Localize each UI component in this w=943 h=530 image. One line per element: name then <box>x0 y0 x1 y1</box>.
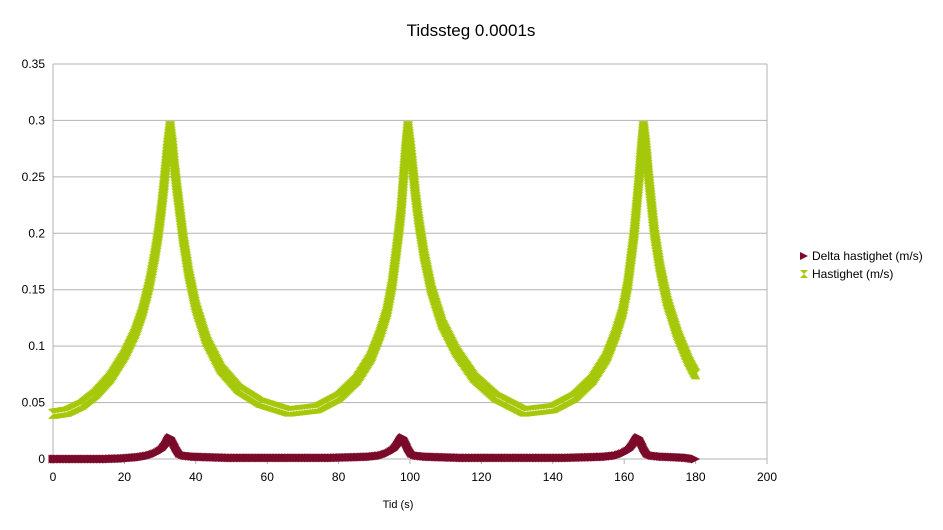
legend-label: Delta hastighet (m/s) <box>812 249 923 263</box>
x-tick-label: 0 <box>50 470 57 484</box>
series-hastighet <box>48 121 701 419</box>
x-tick-label: 140 <box>543 470 563 484</box>
x-tick-label: 80 <box>332 470 346 484</box>
y-tick-label: 0 <box>38 452 45 466</box>
data-point <box>691 454 701 464</box>
legend-marker <box>800 270 808 278</box>
x-axis-label: Tid (s) <box>383 499 414 511</box>
y-tick-label: 0.3 <box>28 113 45 127</box>
legend-label: Hastighet (m/s) <box>812 267 893 281</box>
x-tick-label: 200 <box>757 470 777 484</box>
y-tick-label: 0.35 <box>22 57 46 71</box>
data-point <box>690 369 701 380</box>
x-tick-label: 180 <box>686 470 706 484</box>
legend: Delta hastighet (m/s) Hastighet (m/s) <box>800 249 923 281</box>
chart-title: Tidssteg 0.0001s <box>407 21 536 40</box>
x-tick-label: 160 <box>614 470 634 484</box>
y-tick-label: 0.2 <box>28 226 45 240</box>
x-tick-label: 60 <box>261 470 275 484</box>
y-tick-label: 0.25 <box>22 170 46 184</box>
y-tick-label: 0.1 <box>28 339 45 353</box>
x-tick-label: 120 <box>471 470 491 484</box>
legend-marker <box>800 252 808 260</box>
x-tick-label: 40 <box>189 470 203 484</box>
y-tick-labels: 0 0.05 0.1 0.15 0.2 0.25 0.3 0.35 <box>22 57 46 466</box>
series-delta-hastighet <box>48 433 701 464</box>
x-tick-label: 100 <box>400 470 420 484</box>
data-point <box>511 402 522 413</box>
x-tick-label: 20 <box>118 470 132 484</box>
x-tick-labels: 0 20 40 60 80 100 120 140 160 180 200 <box>50 470 778 484</box>
y-tick-label: 0.05 <box>22 396 46 410</box>
plot-series <box>48 121 701 464</box>
y-tick-label: 0.15 <box>22 283 46 297</box>
